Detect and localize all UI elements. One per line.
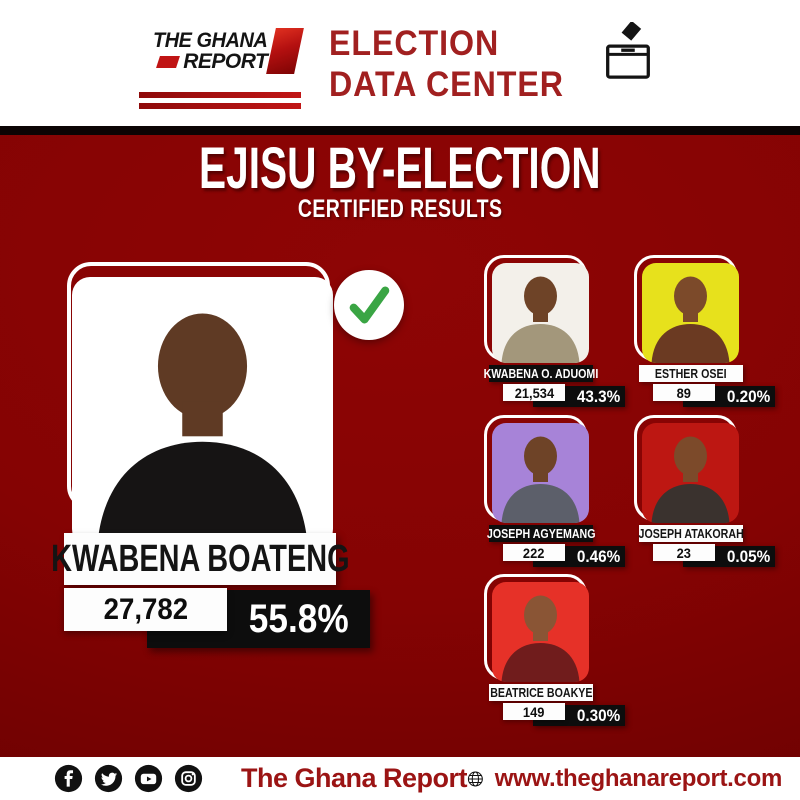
footer-website[interactable]: www.theghanareport.com [494,764,783,792]
page-subtitle: CERTIFIED RESULTS [297,195,503,223]
candidate-percent: 0.05% [726,546,770,566]
candidate-votes: 149 [523,703,545,720]
candidate-name-band: JOSEPH ATAKORAH [638,525,744,542]
candidate-photo [642,423,739,523]
candidate-photo [642,263,739,363]
logo-stripe [139,91,302,98]
candidate-card: ESTHER OSEI 0.20% 89 [634,255,777,413]
logo-flag-shape [266,27,305,74]
logo-line1: THE GHANA [153,28,268,52]
candidate-percent: 43.3% [576,386,620,406]
logo-parallelogram [156,56,181,69]
candidate-card: KWABENA O. ADUOMI 43.3% 21,534 [484,255,627,413]
election-title-line1: ELECTION [329,24,500,64]
candidate-name: ESTHER OSEI [655,366,727,381]
candidate-name-band: KWABENA O. ADUOMI [484,365,598,382]
candidate-photo [492,263,589,363]
candidate-votes: 21,534 [514,384,554,401]
winner-votes: 27,782 [103,592,188,626]
candidate-name: BEATRICE BOAKYE [489,685,593,700]
candidate-name-band: JOSEPH AGYEMANG [486,525,596,542]
winner-name: KWABENA BOATENG [50,537,350,580]
winner-photo [72,277,333,547]
winner-percent: 55.8% [248,596,349,641]
candidate-percent: 0.20% [726,386,770,406]
ballot-box-icon [599,21,657,84]
candidate-percent: 0.46% [576,546,620,566]
logo-stripe [139,102,302,109]
instagram-icon[interactable] [174,764,203,793]
footer: The Ghana Report www.theghanareport.com [0,757,800,800]
candidate-name: KWABENA O. ADUOMI [483,366,599,381]
candidate-card: JOSEPH ATAKORAH 0.05% 23 [634,415,777,573]
candidate-votes-box: 21,534 [503,384,565,401]
candidate-votes: 23 [676,544,692,561]
social-icons [54,764,203,793]
candidate-votes: 89 [676,384,692,401]
twitter-icon[interactable] [94,764,123,793]
candidate-votes-box: 149 [503,703,565,720]
candidate-votes-box: 222 [503,544,565,561]
globe-icon [467,766,484,792]
footer-brand: The Ghana Report [241,763,468,793]
ghana-report-logo: THE GHANA REPORT [139,27,305,109]
page-title: EJISU BY-ELECTION [199,136,601,201]
candidate-name: JOSEPH ATAKORAH [638,526,744,541]
logo-top: THE GHANA REPORT [139,27,305,86]
winner-votes-box: 27,782 [64,588,227,631]
check-icon [334,270,404,340]
candidate-name: JOSEPH AGYEMANG [486,526,596,541]
election-title-line2: DATA CENTER [329,65,565,104]
header: THE GHANA REPORT ELECTION DATA CENTER [0,0,800,126]
candidate-name-band: ESTHER OSEI [639,365,743,382]
facebook-icon[interactable] [54,764,83,793]
candidate-card: JOSEPH AGYEMANG 0.46% 222 [484,415,627,573]
youtube-icon[interactable] [134,764,163,793]
winner-name-band: KWABENA BOATENG [51,533,349,585]
candidate-name-band: BEATRICE BOAKYE [489,684,593,701]
candidate-percent: 0.30% [576,705,620,725]
candidate-card: BEATRICE BOAKYE 0.30% 149 [484,574,627,732]
divider-bar [0,126,800,135]
header-inner: THE GHANA REPORT ELECTION DATA CENTER [139,21,660,109]
candidate-photo [492,582,589,682]
candidate-votes-box: 23 [653,544,715,561]
logo-text: THE GHANA REPORT [139,28,268,74]
candidate-votes: 222 [523,544,545,561]
candidate-votes-box: 89 [653,384,715,401]
election-data-center-title: ELECTION DATA CENTER [329,21,660,105]
candidate-photo [492,423,589,523]
results-body: EJISU BY-ELECTION CERTIFIED RESULTS KWAB… [0,135,800,757]
logo-line2: REPORT [183,50,268,74]
